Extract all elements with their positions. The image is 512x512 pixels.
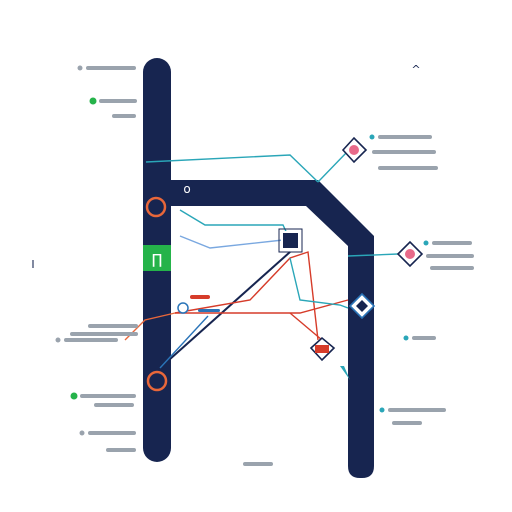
legend-placeholder-line (88, 431, 136, 435)
right-trunk-bar (171, 180, 374, 478)
left-legend (77, 65, 137, 118)
legend-placeholder-line (112, 114, 136, 118)
legend-dot-gray (55, 337, 61, 343)
legend-placeholder-line (378, 135, 432, 139)
legend-dot-green (70, 392, 78, 400)
square-node-frame (278, 228, 303, 253)
legend-placeholder-line (430, 266, 474, 270)
left-low-legend (70, 392, 136, 452)
footer-placeholder-line (243, 462, 273, 466)
legend-placeholder-line (94, 403, 134, 407)
diamond-node-icon (348, 292, 376, 320)
legend-placeholder-line (86, 66, 136, 70)
bracket-glyph: I (31, 258, 34, 271)
left-mid-legend (55, 324, 138, 343)
cloud-server-node-icon (341, 136, 368, 164)
right-legend-mid (423, 240, 474, 270)
legend-dot-gray (77, 65, 83, 71)
legend-placeholder-line (392, 421, 422, 425)
link-blue-diagonal (159, 315, 209, 369)
orange-ring-node-bottom (146, 370, 168, 392)
legend-dot-teal (369, 134, 375, 140)
legend-placeholder-line (80, 394, 136, 398)
link-red-to-db (289, 312, 323, 341)
legend-placeholder-line (70, 332, 138, 336)
teal-pointer (340, 366, 350, 380)
legend-placeholder-line (412, 336, 436, 340)
link-navy-diagonal (159, 251, 291, 369)
legend-dot-teal (423, 240, 429, 246)
legend-placeholder-line (388, 408, 446, 412)
link-cross-to-square (179, 209, 291, 241)
legend-placeholder-line (64, 338, 118, 342)
orange-ring-node-top (145, 196, 167, 218)
link-teal-lower (289, 257, 349, 309)
legend-placeholder-line (378, 166, 438, 170)
small-blue-node (177, 302, 189, 314)
caret-glyph: ^ (411, 63, 420, 76)
square-node-icon (281, 231, 300, 250)
legend-placeholder-line (88, 324, 138, 328)
green-box-symbol: ∏ (152, 252, 163, 268)
legend-dot-green (89, 97, 97, 105)
legend-placeholder-line (426, 254, 474, 258)
right-legend-top (369, 134, 438, 170)
small-red-label-chip (190, 295, 210, 299)
green-box-node (143, 245, 171, 271)
link-top-left-to-right-node (145, 154, 319, 183)
legend-dot-teal (403, 335, 409, 341)
legend-dot-gray (79, 430, 85, 436)
legend-placeholder-line (432, 241, 472, 245)
database-node-icon (309, 336, 336, 362)
link-right-cloud (347, 253, 399, 257)
small-blue-label-chip (198, 309, 220, 312)
legend-placeholder-line (106, 448, 136, 452)
link-top-to-cloud (317, 151, 348, 183)
legend-placeholder-line (372, 150, 436, 154)
link-square-left (179, 235, 284, 249)
legend-placeholder-line (99, 99, 137, 103)
right-legend-low (379, 335, 446, 425)
circle-marker-glyph: o (183, 182, 190, 196)
legend-dot-teal (379, 407, 385, 413)
cloud-server-node-icon (396, 240, 424, 268)
